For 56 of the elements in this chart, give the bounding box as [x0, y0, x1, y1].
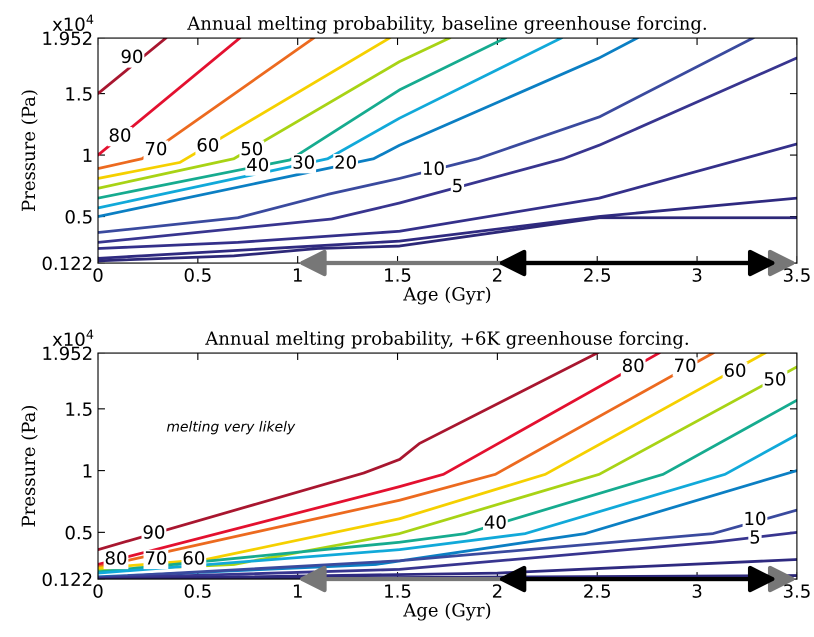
y-axis-title: Pressure (Pa): [21, 406, 38, 526]
x-tick-label: 1: [294, 268, 302, 282]
annotation: 10: [745, 512, 766, 526]
x-tick-label: 2.5: [584, 584, 610, 598]
x-tick-label: 2.5: [584, 268, 610, 282]
annotation: 50: [764, 372, 786, 386]
annotation: 20: [335, 155, 356, 169]
x-axis-title: Age (Gyr): [403, 286, 490, 304]
text: x10$^{4}$: [52, 14, 94, 32]
x-tick-label: 0: [93, 268, 103, 282]
x-tick-label: 1.5: [385, 268, 410, 282]
x-tick-label: 3: [692, 584, 702, 598]
annotation: 60: [198, 138, 218, 152]
annotation: 60: [724, 363, 746, 378]
y-tick-label: 1.952: [43, 31, 92, 46]
annotation: 70: [146, 142, 166, 156]
y-tick-label: 0.122: [42, 572, 92, 586]
annotation: 80: [110, 128, 130, 142]
annotation: melting very likely: [166, 420, 296, 434]
x-tick-label: 3: [692, 268, 702, 282]
x-tick-label: 1.5: [385, 584, 410, 598]
x-tick-label: 0: [93, 584, 103, 598]
x-tick-label: 3.5: [784, 268, 810, 282]
y-tick-label: 1.5: [66, 87, 92, 101]
y-tick-label: 1: [84, 148, 92, 162]
annotation: 30: [294, 155, 314, 169]
text: x10$^{4}$: [52, 330, 94, 346]
chart-title: Annual melting probability, +6K greenhouse forcing.: [205, 330, 688, 349]
x-tick-label: 2: [492, 584, 502, 598]
annotation: 40: [247, 158, 268, 172]
x-tick-label: 2: [492, 268, 502, 282]
annotation: 70: [146, 551, 166, 565]
y-axis-title: Pressure (Pa): [21, 90, 38, 211]
x-axis-title: Age (Gyr): [403, 602, 490, 620]
y-tick-label: 1.952: [43, 346, 92, 360]
annotation: 90: [144, 525, 164, 539]
annotation: 60: [184, 551, 204, 565]
x-tick-label: 1: [294, 584, 302, 598]
y-tick-label: 0.5: [66, 526, 92, 540]
x-tick-label: 3.5: [784, 584, 810, 598]
annotation: 10: [424, 161, 444, 176]
annotation: 40: [484, 515, 506, 529]
chart-title: Annual melting probability, baseline greenhouse forcing.: [187, 16, 706, 34]
annotation: 70: [675, 358, 696, 372]
x-tick-label: 0.5: [184, 584, 211, 598]
annotation: 80: [622, 358, 644, 372]
y-tick-label: 0.122: [42, 256, 92, 270]
annotation: 5: [750, 530, 760, 544]
annotation: 50: [242, 142, 262, 156]
y-tick-label: 0.5: [66, 210, 92, 224]
annotation: 90: [122, 50, 142, 64]
annotation: 5: [453, 178, 462, 192]
x-tick-label: 0.5: [184, 268, 211, 282]
annotation: 80: [106, 551, 126, 565]
y-tick-label: 1.5: [66, 402, 92, 416]
y-tick-label: 1: [84, 464, 92, 478]
